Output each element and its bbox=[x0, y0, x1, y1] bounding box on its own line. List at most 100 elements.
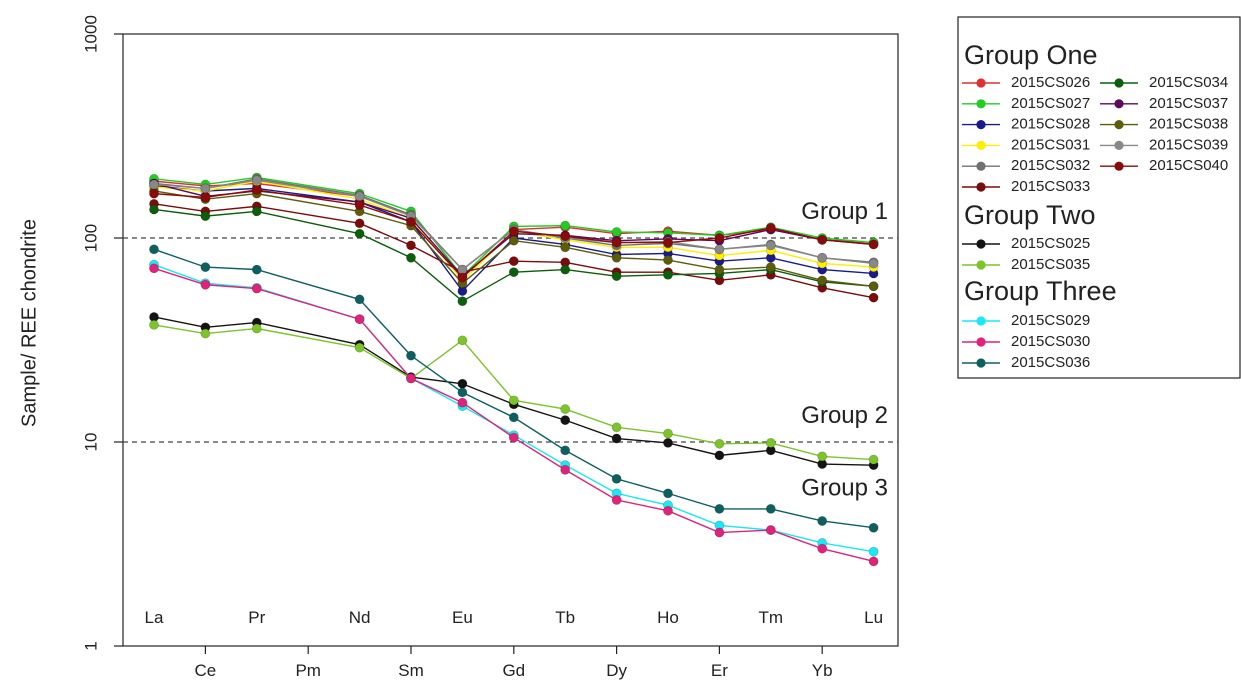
data-point bbox=[560, 445, 571, 456]
y-axis-label: Sample/ REE chondrite bbox=[18, 219, 40, 427]
legend-group-title: Group Three bbox=[964, 276, 1117, 306]
data-point bbox=[611, 422, 622, 433]
data-point bbox=[251, 175, 262, 186]
x-tick-label: Sm bbox=[398, 661, 424, 680]
data-point bbox=[714, 264, 725, 275]
data-point bbox=[817, 543, 828, 554]
data-point bbox=[765, 262, 776, 273]
data-point bbox=[560, 264, 571, 275]
x-tick-label: Tb bbox=[555, 608, 575, 627]
data-point bbox=[663, 269, 673, 280]
x-tick-label: Ho bbox=[657, 608, 679, 627]
data-point bbox=[354, 342, 365, 353]
legend-group-title: Group One bbox=[964, 40, 1098, 70]
data-point bbox=[406, 240, 416, 251]
legend-marker bbox=[976, 120, 986, 130]
series-line bbox=[153, 316, 874, 466]
annotations: Group 1 Group 2 Group 3 bbox=[801, 198, 888, 502]
legend-item-label: 2015CS028 bbox=[1011, 116, 1090, 133]
data-point bbox=[663, 255, 673, 265]
series-line bbox=[153, 180, 874, 271]
data-point bbox=[868, 522, 879, 533]
data-point bbox=[457, 272, 468, 283]
data-point bbox=[868, 546, 879, 557]
data-point bbox=[508, 267, 519, 278]
data-point bbox=[457, 397, 468, 408]
data-point bbox=[354, 228, 365, 239]
x-tick-label: Pr bbox=[248, 608, 265, 627]
data-point bbox=[817, 234, 828, 245]
data-point bbox=[765, 503, 776, 514]
data-point bbox=[457, 378, 468, 389]
x-tick-label: Yb bbox=[812, 661, 833, 680]
axes: 1 10 100 1000 Sample/ REE chondrite La Ce Pr Pm N… bbox=[18, 15, 899, 680]
data-point bbox=[611, 252, 622, 263]
x-tick-label: Lu bbox=[864, 608, 883, 627]
data-point bbox=[611, 433, 622, 444]
data-point bbox=[765, 240, 776, 251]
y-tick-label: 1000 bbox=[81, 15, 100, 53]
data-point bbox=[149, 204, 159, 215]
data-point bbox=[611, 237, 622, 248]
series-line bbox=[153, 248, 874, 529]
legend-marker bbox=[976, 316, 986, 326]
legend-group-title: Group Two bbox=[964, 200, 1096, 230]
data-point bbox=[765, 437, 776, 448]
data-point bbox=[200, 262, 211, 273]
legend-item-label: 2015CS027 bbox=[1011, 95, 1090, 112]
legend-item-label: 2015CS039 bbox=[1149, 136, 1228, 153]
legend-marker bbox=[976, 260, 986, 270]
data-point bbox=[560, 220, 571, 231]
data-point bbox=[508, 432, 519, 443]
y-tick-label: 10 bbox=[81, 433, 100, 452]
data-point bbox=[560, 242, 571, 253]
data-point bbox=[714, 438, 725, 449]
legend-marker bbox=[1114, 78, 1124, 88]
series-line bbox=[153, 267, 874, 563]
data-point bbox=[354, 294, 365, 305]
x-tick-label: Pm bbox=[295, 661, 321, 680]
data-point bbox=[457, 296, 468, 307]
legend-item-label: 2015CS031 bbox=[1011, 136, 1090, 153]
series-line bbox=[153, 189, 874, 279]
data-point bbox=[508, 256, 519, 267]
data-point bbox=[354, 218, 365, 229]
data-point bbox=[200, 328, 211, 339]
data-point bbox=[817, 451, 828, 462]
legend-marker bbox=[976, 239, 986, 249]
x-tick-label: Eu bbox=[452, 608, 473, 627]
data-point bbox=[817, 252, 828, 263]
data-point bbox=[457, 387, 468, 398]
data-point bbox=[508, 226, 519, 237]
series-line bbox=[153, 185, 874, 293]
data-point bbox=[200, 211, 211, 222]
data-point bbox=[611, 227, 622, 237]
data-point bbox=[149, 319, 159, 330]
data-point bbox=[149, 179, 159, 190]
series-2015CS030 bbox=[149, 263, 879, 567]
data-point bbox=[868, 281, 879, 292]
data-point bbox=[457, 335, 468, 346]
series-line bbox=[153, 190, 874, 287]
data-point bbox=[251, 206, 262, 217]
legend-marker bbox=[976, 99, 986, 109]
y-tick-label: 1 bbox=[81, 641, 100, 650]
data-point bbox=[508, 412, 519, 423]
data-point bbox=[149, 263, 159, 274]
data-point bbox=[406, 350, 416, 361]
data-point bbox=[406, 252, 416, 263]
data-point bbox=[508, 395, 519, 406]
legend-marker bbox=[1114, 161, 1124, 171]
data-point bbox=[406, 216, 416, 227]
data-point bbox=[663, 505, 673, 516]
data-point bbox=[251, 323, 262, 334]
legend-marker bbox=[976, 161, 986, 171]
x-tick-label: Tm bbox=[759, 608, 784, 627]
data-point bbox=[251, 264, 262, 275]
data-point bbox=[611, 271, 622, 282]
data-point bbox=[868, 454, 879, 465]
x-tick-label: Nd bbox=[349, 608, 371, 627]
x-tick-label: Ce bbox=[195, 661, 217, 680]
data-point bbox=[714, 527, 725, 538]
